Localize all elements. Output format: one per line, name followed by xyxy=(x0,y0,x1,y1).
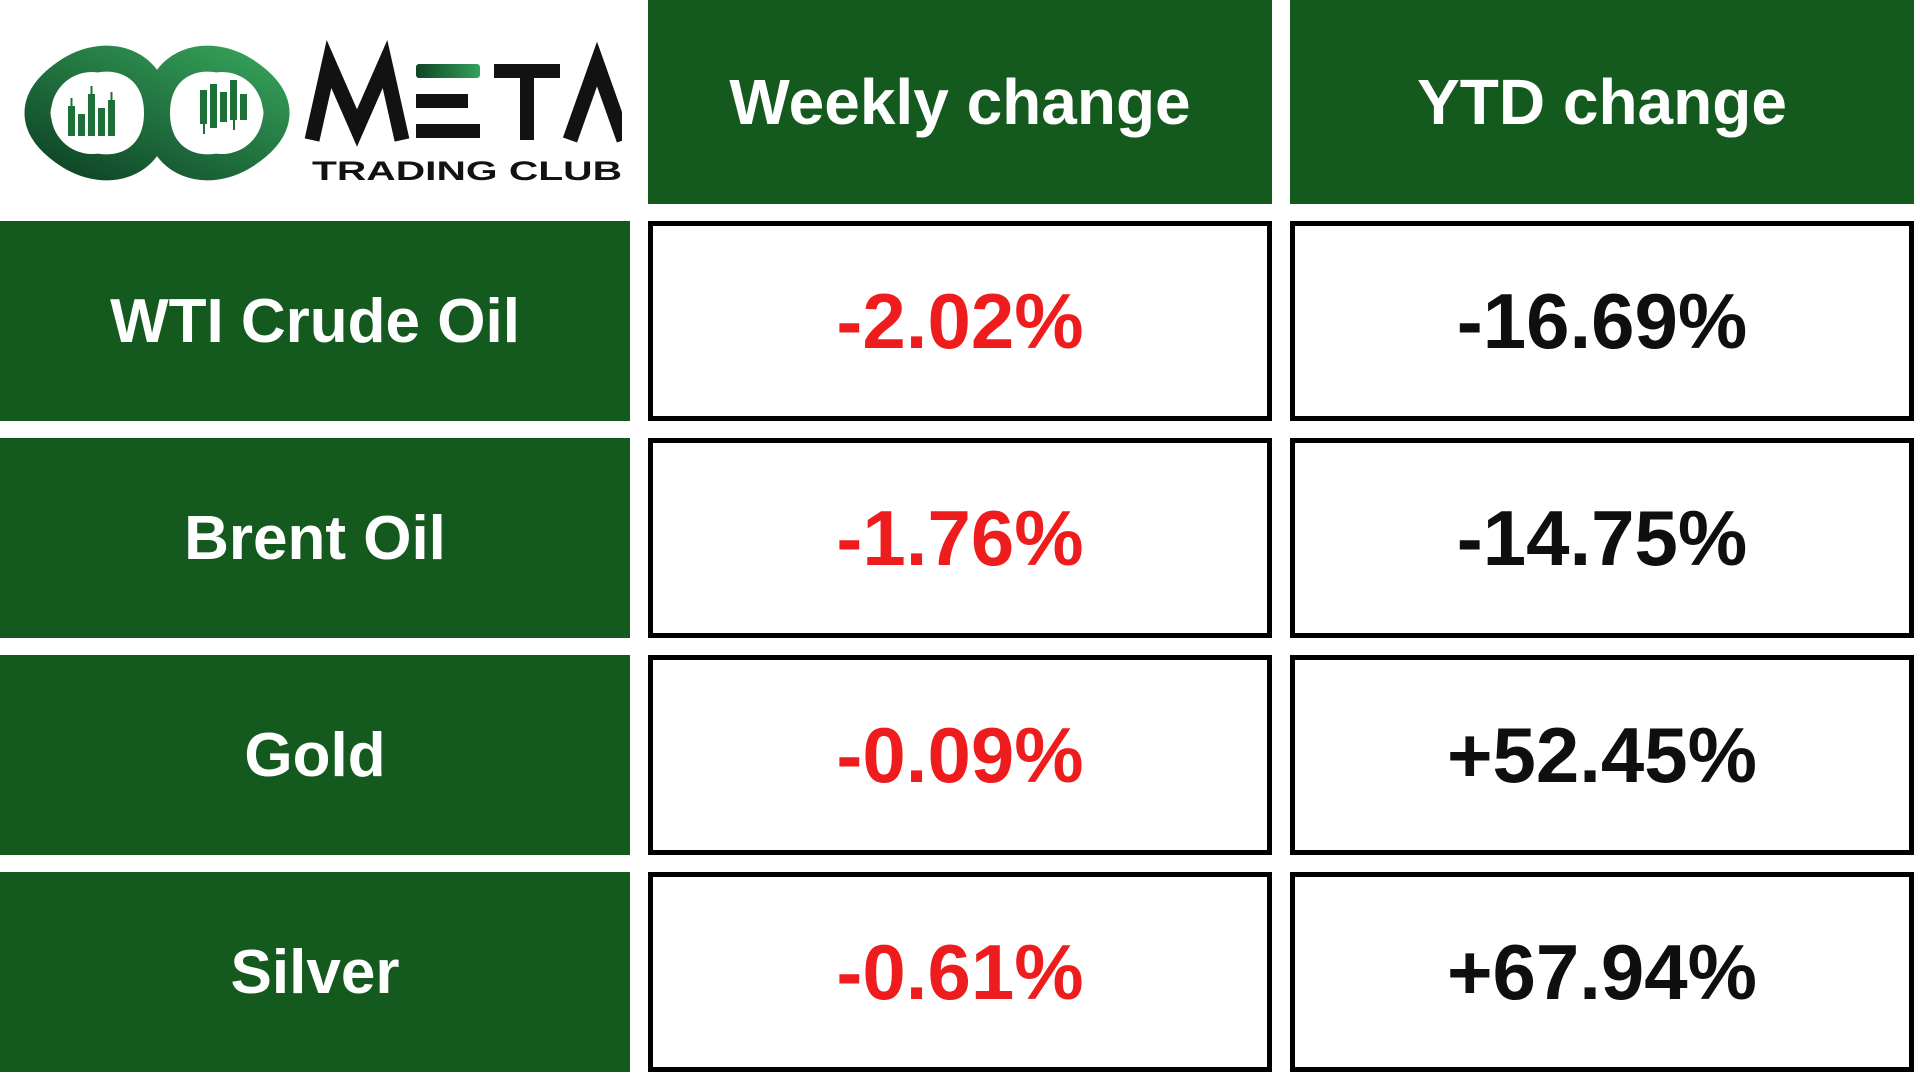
weekly-change-value: -0.61% xyxy=(836,927,1084,1016)
ytd-change-value: -16.69% xyxy=(1456,276,1748,365)
letter-e-mid-bar xyxy=(416,94,468,108)
weekly-change-cell: -1.76% xyxy=(648,438,1272,638)
letter-m xyxy=(304,39,410,147)
letter-t-stem xyxy=(520,64,534,140)
weekly-change-cell: -0.09% xyxy=(648,655,1272,855)
weekly-change-cell: -0.61% xyxy=(648,872,1272,1072)
header-weekly-change-label: Weekly change xyxy=(729,66,1191,138)
ytd-change-cell: -14.75% xyxy=(1290,438,1914,638)
meta-trading-club-logo: META xyxy=(24,39,622,186)
weekly-change-value: -0.09% xyxy=(836,710,1084,799)
infinity-bars-icon xyxy=(24,45,290,181)
header-ytd-change: YTD change xyxy=(1290,0,1914,204)
asset-label-cell: Gold xyxy=(0,655,630,855)
letter-e-top-bar xyxy=(416,64,480,78)
weekly-change-value: -1.76% xyxy=(836,493,1084,582)
meta-wordmark xyxy=(304,39,622,147)
letter-e-bottom-bar xyxy=(416,124,480,138)
weekly-change-cell: -2.02% xyxy=(648,221,1272,421)
asset-label-cell: WTI Crude Oil xyxy=(0,221,630,421)
left-loop-bars-icon xyxy=(68,86,115,136)
header-ytd-change-label: YTD change xyxy=(1417,66,1787,138)
logo-cell: META xyxy=(0,0,630,204)
ytd-change-value: +67.94% xyxy=(1446,927,1758,1016)
letter-a xyxy=(562,41,622,143)
asset-label: Gold xyxy=(244,720,386,790)
ytd-change-cell: -16.69% xyxy=(1290,221,1914,421)
ytd-change-cell: +67.94% xyxy=(1290,872,1914,1072)
header-weekly-change: Weekly change xyxy=(648,0,1272,204)
asset-label-cell: Brent Oil xyxy=(0,438,630,638)
asset-label: WTI Crude Oil xyxy=(110,286,520,356)
ytd-change-value: -14.75% xyxy=(1456,493,1748,582)
ytd-change-value: +52.45% xyxy=(1446,710,1758,799)
ytd-change-cell: +52.45% xyxy=(1290,655,1914,855)
asset-label: Silver xyxy=(230,937,400,1007)
asset-label-cell: Silver xyxy=(0,872,630,1072)
weekly-change-value: -2.02% xyxy=(836,276,1084,365)
right-loop-bars-icon xyxy=(200,80,247,134)
asset-label: Brent Oil xyxy=(184,503,446,573)
logo-subtitle: TRADING CLUB xyxy=(312,156,622,186)
